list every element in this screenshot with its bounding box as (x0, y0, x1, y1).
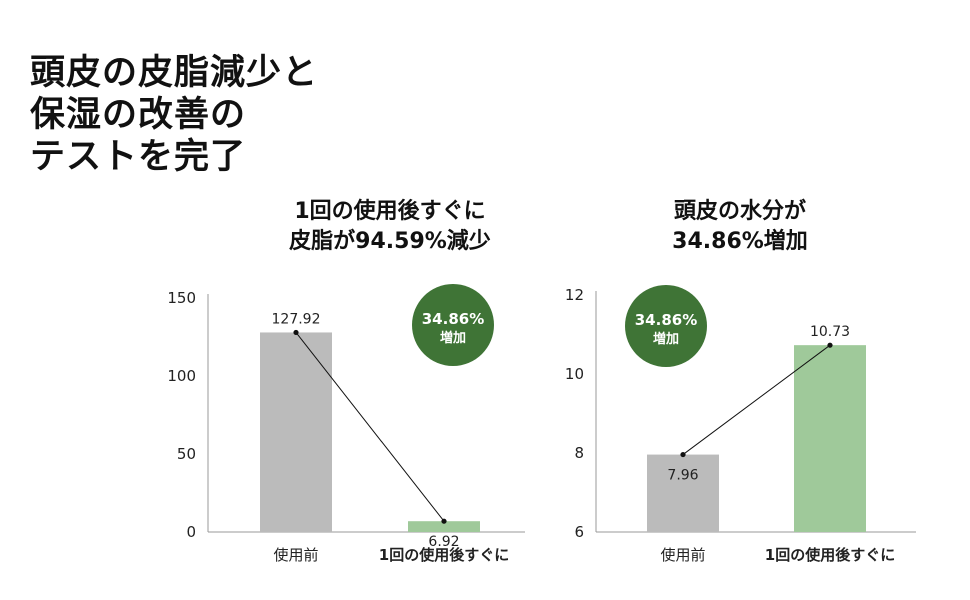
sebum-chart: 0 50 100 150 127.92 6.92 使用前 1回の使用後すぐに 34.86% 増加 (167, 284, 525, 564)
moisture-data-label: 7.96 (667, 468, 698, 484)
sebum-y-tick-label: 150 (167, 289, 196, 307)
sebum-category-label: 1回の使用後すぐに (379, 546, 509, 564)
moisture-y-tick-label: 8 (574, 444, 584, 462)
sebum-badge-circle (412, 284, 494, 366)
sebum-chart-title-line-1: 1回の使用後すぐに (294, 199, 486, 224)
sebum-badge-percent: 34.86% (422, 310, 484, 328)
moisture-chart: 6 8 10 12 7.96 10.73 使用前 1回の使用後すぐに 34.86% 増加 (565, 285, 916, 564)
sebum-connector-dot (441, 518, 447, 524)
sebum-chart-title: 1回の使用後すぐに 皮脂が94.59%減少 (240, 197, 540, 257)
sebum-data-label: 127.92 (272, 311, 321, 327)
sebum-y-tick-label: 100 (167, 367, 196, 385)
moisture-chart-title-line-2: 34.86%増加 (672, 229, 808, 254)
moisture-chart-title: 頭皮の水分が 34.86%増加 (610, 197, 870, 257)
moisture-y-tick-label: 10 (565, 365, 584, 383)
headline-line-1: 頭皮の皮脂減少と (30, 53, 319, 93)
moisture-badge-label: 増加 (653, 331, 679, 347)
moisture-badge-circle (625, 285, 707, 367)
headline-line-3: テストを完了 (30, 137, 247, 177)
sebum-y-tick-label: 0 (186, 523, 196, 541)
sebum-badge-label: 増加 (440, 330, 466, 346)
moisture-connector-line (682, 344, 831, 455)
sebum-bar-before (260, 332, 332, 532)
moisture-y-tick-label: 6 (574, 523, 584, 541)
sebum-connector-dot (293, 329, 299, 336)
moisture-category-label: 使用前 (660, 546, 705, 564)
sebum-chart-title-line-2: 皮脂が94.59%減少 (289, 229, 491, 254)
moisture-bar-after (794, 345, 866, 532)
moisture-connector-dot (827, 342, 833, 348)
headline-line-2: 保湿の改善の (30, 95, 247, 135)
page-headline: 頭皮の皮脂減少と 保湿の改善の テストを完了 (30, 52, 318, 178)
moisture-badge-percent: 34.86% (635, 311, 697, 329)
moisture-category-label: 1回の使用後すぐに (765, 546, 895, 564)
sebum-y-tick-label: 50 (177, 445, 196, 463)
sebum-data-label: 6.92 (428, 534, 459, 550)
sebum-bar-after (408, 521, 480, 532)
moisture-data-label: 10.73 (810, 324, 850, 340)
moisture-chart-title-line-1: 頭皮の水分が (673, 199, 806, 224)
sebum-connector-line (295, 332, 445, 522)
moisture-bar-before (647, 454, 719, 532)
moisture-connector-dot (680, 451, 686, 458)
moisture-y-tick-label: 12 (565, 286, 584, 304)
sebum-category-label: 使用前 (273, 546, 318, 564)
